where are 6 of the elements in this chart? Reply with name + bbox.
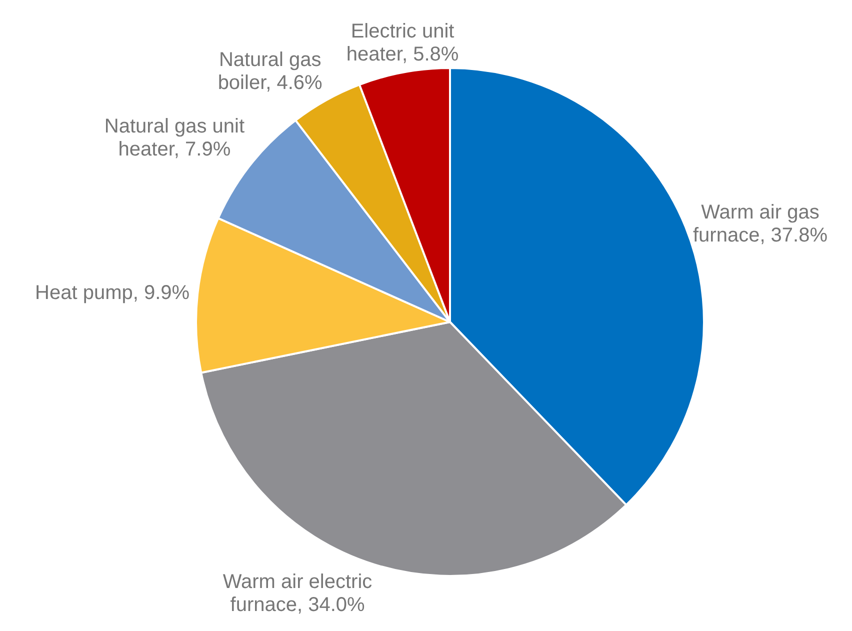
slice-label: Heat pump, 9.9% <box>35 282 190 304</box>
slice-label: Warm air gas furnace, 37.8% <box>692 202 828 247</box>
slice-label: Electric unit heater, 5.8% <box>346 20 459 66</box>
slice-label: Warm air electric furnace, 34.0% <box>222 571 372 616</box>
slice-label: Natural gas boiler, 4.6% <box>218 49 323 94</box>
slice-label: Natural gas unit heater, 7.9% <box>104 115 245 160</box>
